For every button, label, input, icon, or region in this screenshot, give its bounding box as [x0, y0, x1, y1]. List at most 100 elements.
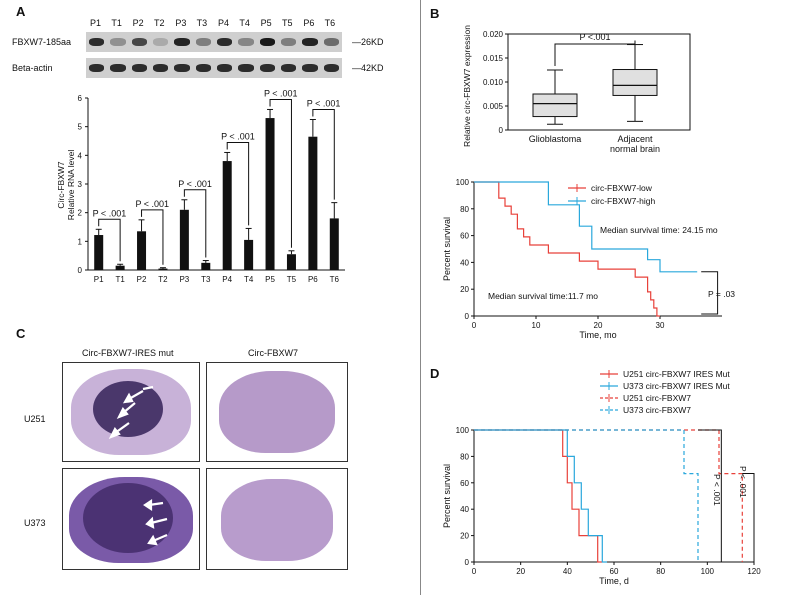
blot-band — [195, 38, 211, 46]
blot-band — [259, 38, 275, 46]
blot-protein-label: FBXW7-185aa — [12, 37, 72, 47]
bar — [179, 209, 189, 270]
blot-band — [259, 64, 275, 72]
bar-y-tick-label: 3 — [78, 180, 83, 189]
km-y-tick-label: 100 — [456, 426, 470, 435]
km-legend-label: U373 circ-FBXW7 IRES Mut — [623, 381, 730, 391]
blot-size-label: —42KD — [352, 63, 384, 73]
bar — [265, 118, 275, 270]
blot-lane-label: T3 — [196, 18, 208, 28]
blot-lane-label: P1 — [90, 18, 102, 28]
box-category-label: Adjacent normal brain — [610, 134, 660, 154]
bar-x-tick-label: P4 — [222, 275, 232, 284]
box-significance-bracket — [554, 40, 636, 66]
bar — [286, 254, 296, 270]
km-pvalue-bracket — [701, 271, 719, 315]
bar-x-tick-label: P2 — [137, 275, 147, 284]
km-x-tick-label: 20 — [516, 567, 525, 576]
blot-lane-label: T4 — [239, 18, 250, 28]
bar — [94, 235, 104, 270]
blot-band — [131, 64, 147, 72]
bar-significance-label: P < .001 — [264, 88, 298, 98]
blot-lane-label: T6 — [324, 18, 336, 28]
blot-band — [217, 64, 233, 72]
bar-x-tick-label: T3 — [201, 275, 211, 284]
blot-strip — [86, 58, 342, 78]
bar-y-tick-label: 5 — [78, 123, 83, 132]
blot-band — [238, 38, 254, 46]
blot-band — [174, 64, 190, 72]
bar-y-tick-label: 1 — [78, 237, 83, 246]
km-x-axis-label: Time, mo — [579, 330, 616, 340]
brain-image-u251-circ — [206, 362, 348, 462]
blot-lane-label: P4 — [218, 18, 230, 28]
km-x-tick-label: 80 — [656, 567, 665, 576]
blot-band — [195, 64, 211, 72]
blot-band — [110, 38, 126, 46]
blot-lane-label: T2 — [154, 18, 165, 28]
blot-band — [174, 38, 190, 46]
bar — [222, 161, 232, 270]
km-legend-label: U373 circ-FBXW7 — [623, 405, 691, 415]
km-annotation: P < .001 — [712, 474, 722, 506]
km-y-tick-label: 0 — [465, 312, 470, 321]
km-x-tick-label: 10 — [532, 321, 541, 330]
km-x-axis-label: Time, d — [599, 576, 629, 586]
km-series-line — [474, 429, 607, 563]
km-x-tick-label: 40 — [563, 567, 572, 576]
km-series-line — [474, 181, 698, 273]
panel-label-b: B — [430, 6, 440, 21]
blot-band — [302, 64, 318, 72]
km-series-line — [474, 181, 660, 317]
km-annotation: Median survival time:11.7 mo — [488, 291, 598, 301]
blot-lane-label: P3 — [175, 18, 187, 28]
bar-significance-bracket — [183, 189, 207, 258]
bar-significance-bracket — [98, 218, 121, 262]
brain-row-label-u251: U251 — [24, 414, 46, 424]
km-x-tick-label: 100 — [701, 567, 715, 576]
panel-label-d: D — [430, 366, 440, 381]
brain-row-label-u373: U373 — [24, 518, 46, 528]
bar-significance-bracket — [269, 98, 292, 248]
blot-lane-label: P5 — [260, 18, 272, 28]
km-x-tick-label: 0 — [472, 567, 477, 576]
bar-x-tick-label: T6 — [330, 275, 340, 284]
bar-significance-label: P < .001 — [221, 131, 255, 141]
km-y-tick-label: 20 — [460, 532, 469, 541]
km-y-tick-label: 100 — [456, 178, 470, 187]
box-chart: 0 0.005 0.010 0.015 0.020 Relative circ-FBXW7… — [462, 25, 691, 154]
panel-label-a: A — [16, 4, 26, 19]
km-legend-label: circ-FBXW7-low — [591, 183, 653, 193]
bar — [158, 268, 168, 270]
bar-significance-label: P < .001 — [178, 179, 212, 189]
blot-lane-label: P2 — [132, 18, 144, 28]
blot-band — [281, 38, 297, 46]
panel-label-c: C — [16, 326, 26, 341]
km-chart-xenograft: 0 20 40 60 80 100 0 20 40 60 80 100 120 Time, d Percen… — [442, 369, 761, 586]
blot-lane-label: T1 — [111, 18, 122, 28]
bar-significance-bracket — [226, 141, 250, 226]
km-y-tick-label: 0 — [465, 558, 470, 567]
panel-divider — [420, 0, 421, 595]
km-annotation: P = .03 — [708, 289, 735, 299]
blot-band — [89, 38, 105, 46]
bar — [201, 262, 211, 270]
bar-x-tick-label: P5 — [265, 275, 275, 284]
km-y-tick-label: 20 — [460, 285, 469, 294]
km-y-axis-label: Percent survival — [442, 464, 452, 528]
bar-x-tick-label: T1 — [115, 275, 125, 284]
box-y-tick-label: 0.010 — [483, 78, 504, 87]
box-body — [532, 93, 578, 118]
bar-y-tick-label: 4 — [78, 151, 83, 160]
blot-band — [110, 64, 126, 72]
bar-y-tick-label: 6 — [78, 94, 83, 103]
bar-x-tick-label: T4 — [244, 275, 254, 284]
box-body — [612, 69, 658, 96]
bar-significance-bracket — [312, 109, 335, 200]
blot-band — [323, 64, 339, 72]
km-legend-label: U251 circ-FBXW7 IRES Mut — [623, 369, 730, 379]
bar-x-tick-label: P1 — [94, 275, 104, 284]
blot-band — [153, 38, 169, 46]
brain-col-label-ires-mut: Circ-FBXW7-IRES mut — [82, 348, 174, 358]
